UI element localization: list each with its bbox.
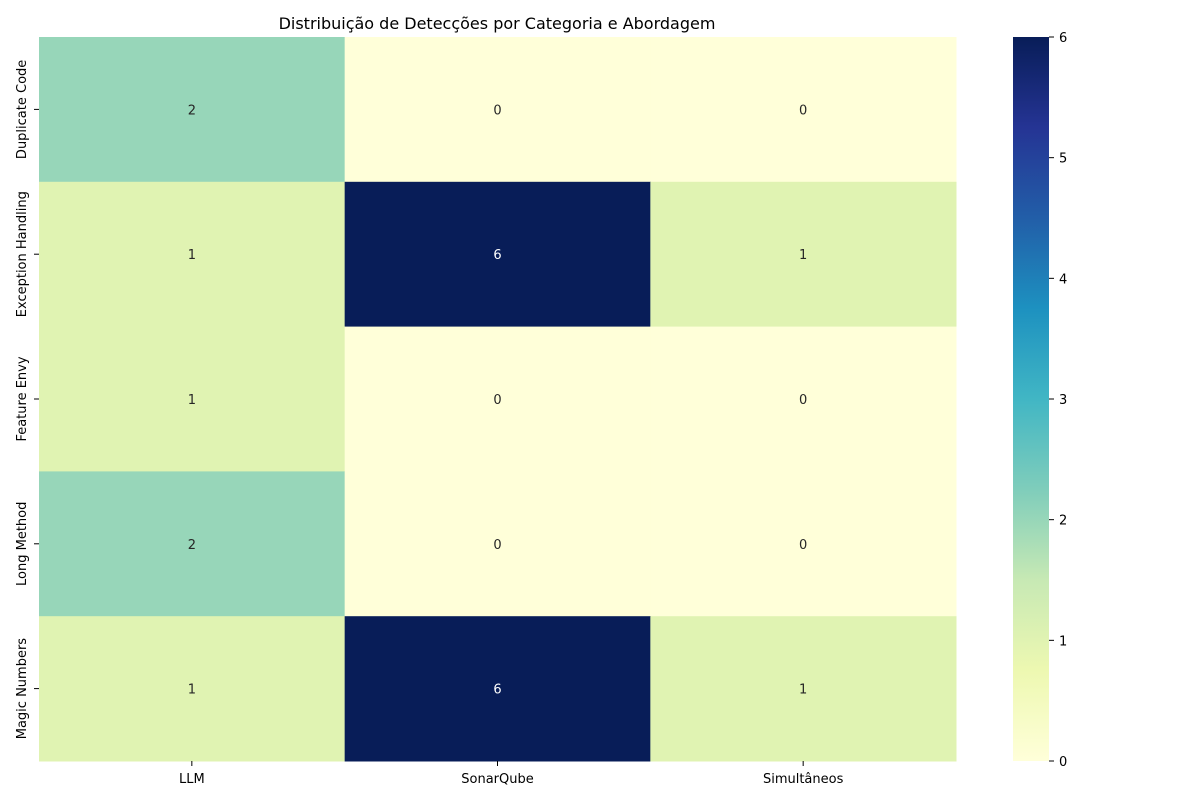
heatmap-cell-duplicate-code-llm bbox=[39, 37, 346, 183]
cell-value-label: 0 bbox=[799, 393, 807, 408]
y-tick-label-magic-numbers: Magic Numbers bbox=[15, 638, 30, 740]
chart-title: Distribuição de Detecções por Categoria … bbox=[279, 14, 716, 33]
x-tick-label-llm: LLM bbox=[179, 772, 205, 787]
cell-value-label: 0 bbox=[493, 393, 501, 408]
heatmap-cell-long-method-llm bbox=[39, 471, 346, 617]
colorbar-tick-label: 4 bbox=[1059, 272, 1067, 287]
cell-value-label: 0 bbox=[493, 103, 501, 118]
y-tick-label-feature-envy: Feature Envy bbox=[15, 356, 30, 441]
colorbar-tick-label: 3 bbox=[1059, 393, 1067, 408]
colorbar-tick-label: 5 bbox=[1059, 152, 1067, 167]
heatmap-cell-magic-numbers-llm bbox=[39, 616, 346, 762]
colorbar: 0 1 2 3 4 5 6 bbox=[1013, 31, 1067, 770]
cell-value-label: 2 bbox=[188, 103, 196, 118]
heatmap-cell-duplicate-code-simultaneos bbox=[650, 37, 957, 183]
heatmap-cell-feature-envy-llm bbox=[39, 326, 346, 472]
x-tick-label-sonarqube: SonarQube bbox=[461, 772, 533, 787]
heatmap-cell-long-method-simultaneos bbox=[650, 471, 957, 617]
colorbar-gradient bbox=[1013, 37, 1049, 761]
colorbar-tick-label: 0 bbox=[1059, 755, 1067, 770]
heatmap-cell-feature-envy-sonarqube bbox=[344, 326, 651, 472]
y-tick-label-long-method: Long Method bbox=[15, 502, 30, 586]
heatmap-cell-magic-numbers-simultaneos bbox=[650, 616, 957, 762]
heatmap-cell-duplicate-code-sonarqube bbox=[344, 37, 651, 183]
cell-value-label: 6 bbox=[493, 683, 501, 698]
cell-value-label: 0 bbox=[799, 103, 807, 118]
cell-value-label: 1 bbox=[188, 683, 196, 698]
y-tick-label-duplicate-code: Duplicate Code bbox=[15, 60, 30, 159]
heatmap-cell-exception-handling-llm bbox=[39, 181, 346, 328]
y-tick-label-exception-handling: Exception Handling bbox=[15, 191, 30, 317]
colorbar-tick-label: 6 bbox=[1059, 31, 1067, 46]
heatmap-cell-magic-numbers-sonarqube bbox=[344, 616, 651, 762]
cell-value-label: 1 bbox=[188, 248, 196, 263]
x-tick-label-simultaneos: Simultâneos bbox=[763, 772, 844, 787]
heatmap-cell-feature-envy-simultaneos bbox=[650, 326, 957, 472]
cell-value-label: 0 bbox=[493, 538, 501, 553]
heatmap-cell-exception-handling-sonarqube bbox=[344, 181, 651, 328]
heatmap-cell-exception-handling-simultaneos bbox=[650, 181, 957, 328]
heatmap-cell-long-method-sonarqube bbox=[344, 471, 651, 617]
cell-value-label: 0 bbox=[799, 538, 807, 553]
colorbar-tick-label: 1 bbox=[1059, 634, 1067, 649]
y-axis: Duplicate Code Exception Handling Feature … bbox=[15, 60, 39, 740]
colorbar-ticks: 0 1 2 3 4 5 6 bbox=[1049, 31, 1067, 770]
cell-value-label: 1 bbox=[799, 248, 807, 263]
cell-value-label: 1 bbox=[799, 683, 807, 698]
x-axis: LLM SonarQube Simultâneos bbox=[179, 761, 844, 787]
cell-value-label: 6 bbox=[493, 248, 501, 263]
heatmap-cells: 2 0 01 6 11 0 02 0 01 6 1 bbox=[39, 37, 957, 762]
colorbar-tick-label: 2 bbox=[1059, 514, 1067, 529]
cell-value-label: 1 bbox=[188, 393, 196, 408]
cell-value-label: 2 bbox=[188, 538, 196, 553]
